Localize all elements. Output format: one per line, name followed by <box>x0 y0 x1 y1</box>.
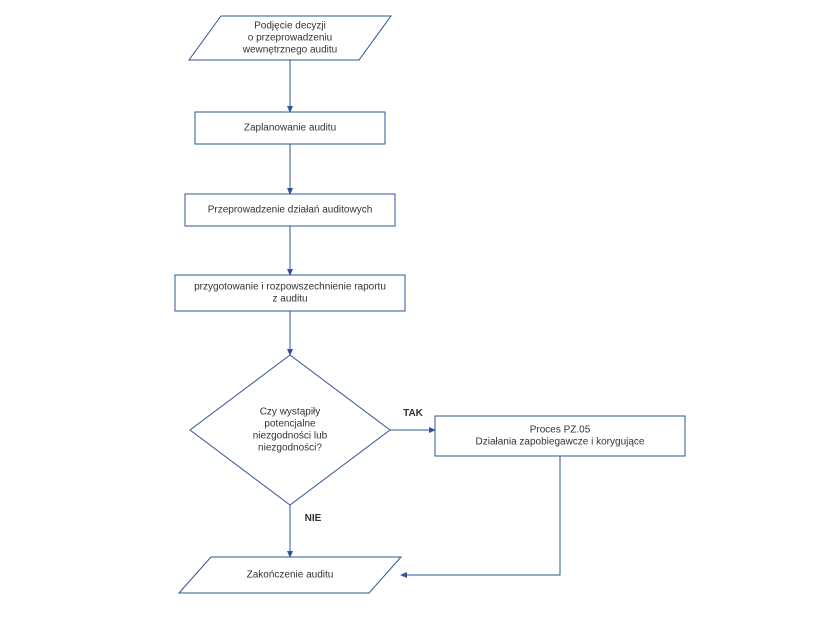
edge-label-tak: TAK <box>403 408 424 419</box>
node-process-line-0: Proces PZ.05 <box>530 425 591 436</box>
node-plan-line-0: Zaplanowanie auditu <box>244 123 336 134</box>
node-decision-line-1: potencjalne <box>264 419 316 430</box>
node-start-line-2: wewnętrznego auditu <box>242 45 338 56</box>
node-decision-line-2: niezgodności lub <box>253 431 328 442</box>
node-perform: Przeprowadzenie działań auditowych <box>185 194 395 226</box>
node-end-line-0: Zakończenie auditu <box>247 570 334 581</box>
node-decision-line-0: Czy wystąpiły <box>260 407 321 418</box>
node-process-line-1: Działania zapobiegawcze i korygujące <box>476 437 645 448</box>
node-report: przygotowanie i rozpowszechnienie raport… <box>175 275 405 311</box>
node-decision-line-3: niezgodności? <box>258 443 322 454</box>
node-perform-line-0: Przeprowadzenie działań auditowych <box>208 205 373 216</box>
node-process: Proces PZ.05Działania zapobiegawcze i ko… <box>435 416 685 456</box>
node-decision: Czy wystąpiłypotencjalneniezgodności lub… <box>190 355 390 505</box>
node-plan: Zaplanowanie auditu <box>195 112 385 144</box>
edge-process-to-end <box>401 456 560 575</box>
node-start: Podjęcie decyzjio przeprowadzeniuwewnętr… <box>189 16 391 60</box>
node-start-line-0: Podjęcie decyzji <box>254 21 326 32</box>
node-end: Zakończenie auditu <box>179 557 401 593</box>
node-report-line-0: przygotowanie i rozpowszechnienie raport… <box>194 282 386 293</box>
flowchart-canvas: Podjęcie decyzjio przeprowadzeniuwewnętr… <box>0 0 830 628</box>
node-start-line-1: o przeprowadzeniu <box>248 33 333 44</box>
edge-label-nie: NIE <box>305 513 322 524</box>
node-report-line-1: z auditu <box>272 294 307 305</box>
